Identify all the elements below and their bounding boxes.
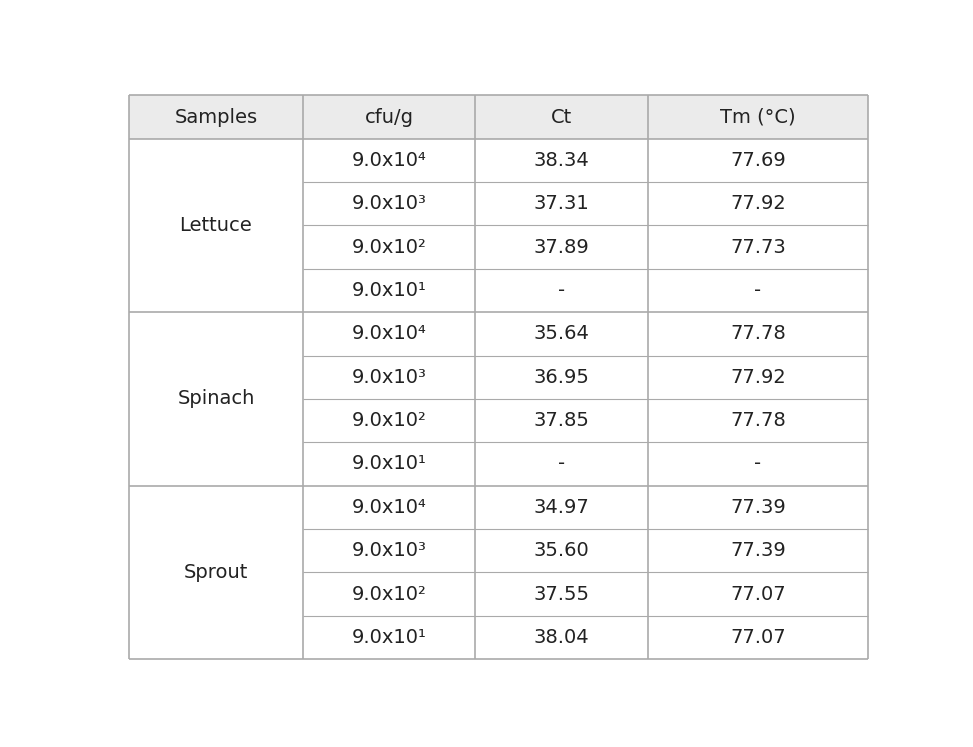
Text: 77.92: 77.92 bbox=[730, 194, 786, 214]
Text: 77.69: 77.69 bbox=[730, 151, 786, 170]
Text: Spinach: Spinach bbox=[177, 389, 255, 409]
Text: 9.0x10³: 9.0x10³ bbox=[351, 541, 426, 560]
Text: 77.92: 77.92 bbox=[730, 368, 786, 387]
Text: -: - bbox=[754, 454, 762, 474]
Text: -: - bbox=[558, 454, 565, 474]
Text: -: - bbox=[754, 281, 762, 300]
Text: 38.34: 38.34 bbox=[533, 151, 590, 170]
Text: 9.0x10²: 9.0x10² bbox=[351, 411, 426, 430]
Text: 37.89: 37.89 bbox=[533, 238, 590, 257]
Text: 77.07: 77.07 bbox=[731, 628, 786, 647]
Text: 77.39: 77.39 bbox=[730, 541, 786, 560]
Text: 77.78: 77.78 bbox=[730, 324, 786, 344]
Text: Samples: Samples bbox=[174, 108, 258, 126]
Text: 9.0x10¹: 9.0x10¹ bbox=[351, 628, 426, 647]
Text: 77.07: 77.07 bbox=[731, 585, 786, 604]
Text: 9.0x10⁴: 9.0x10⁴ bbox=[351, 498, 426, 517]
Bar bbox=[129, 96, 868, 139]
Text: 77.78: 77.78 bbox=[730, 411, 786, 430]
Text: -: - bbox=[558, 281, 565, 300]
Text: 38.04: 38.04 bbox=[533, 628, 590, 647]
Text: 37.85: 37.85 bbox=[533, 411, 590, 430]
Text: cfu/g: cfu/g bbox=[365, 108, 414, 126]
Text: 36.95: 36.95 bbox=[533, 368, 590, 387]
Text: Sprout: Sprout bbox=[184, 562, 248, 582]
Text: 35.64: 35.64 bbox=[533, 324, 590, 344]
Text: 34.97: 34.97 bbox=[533, 498, 590, 517]
Text: 9.0x10³: 9.0x10³ bbox=[351, 368, 426, 387]
Text: 37.55: 37.55 bbox=[533, 585, 590, 604]
Text: Ct: Ct bbox=[551, 108, 572, 126]
Text: 9.0x10⁴: 9.0x10⁴ bbox=[351, 324, 426, 344]
Text: 9.0x10¹: 9.0x10¹ bbox=[351, 454, 426, 474]
Text: Tm (°C): Tm (°C) bbox=[720, 108, 796, 126]
Text: 9.0x10³: 9.0x10³ bbox=[351, 194, 426, 214]
Text: 9.0x10²: 9.0x10² bbox=[351, 585, 426, 604]
Text: 9.0x10¹: 9.0x10¹ bbox=[351, 281, 426, 300]
Text: 37.31: 37.31 bbox=[533, 194, 590, 214]
Text: 9.0x10²: 9.0x10² bbox=[351, 238, 426, 257]
Text: 35.60: 35.60 bbox=[533, 541, 590, 560]
Text: 77.73: 77.73 bbox=[730, 238, 786, 257]
Text: Lettuce: Lettuce bbox=[180, 216, 252, 235]
Text: 77.39: 77.39 bbox=[730, 498, 786, 517]
Text: 9.0x10⁴: 9.0x10⁴ bbox=[351, 151, 426, 170]
